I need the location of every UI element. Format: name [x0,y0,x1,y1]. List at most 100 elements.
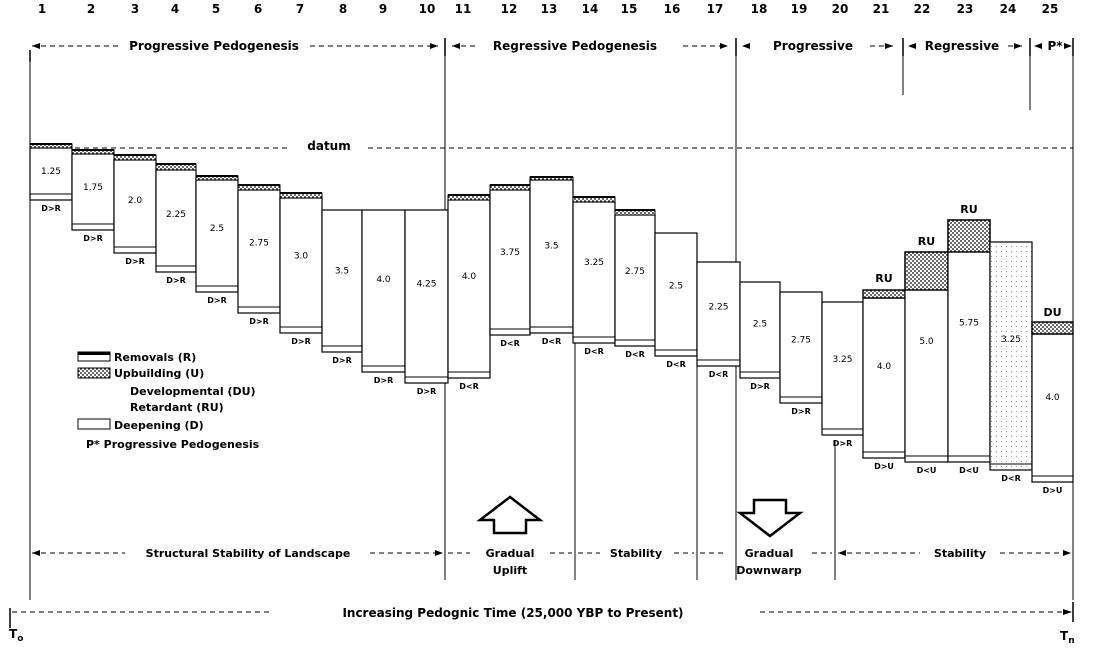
deepening-block [614,214,656,347]
depth-value: 3.0 [294,252,309,262]
relation-label: D<R [584,347,604,356]
soil-column: 4.25 D>R [404,209,449,396]
upbuilding-block [904,251,949,291]
depth-value: 3.5 [335,267,349,277]
depth-value: 2.5 [210,224,224,234]
legend-retardant-label: Retardant (RU) [130,401,224,414]
stage-number: 6 [254,2,262,16]
legend-upbuilding-label: Upbuilding (U) [114,367,204,380]
stability-label-2: Stability [934,547,986,560]
soil-column: 4.0 D<R [447,194,491,391]
time-start-label: To [9,627,23,644]
relation-label: D<R [500,339,520,348]
soil-columns: 1.25 D>R 1.75 D>R 2.0 D>R 2.25 D>R 2.5 D>R 2.75 D>R… [29,143,1074,495]
time-end-label: Tn [1060,629,1075,646]
deepening-block [29,147,73,201]
stage-number: 4 [171,2,179,16]
stage-number: 1 [38,2,46,16]
soil-column: 2.25 D>R [155,163,197,285]
deepening-block [321,209,363,353]
deepening-block [696,261,741,367]
phase-label-regressive-1: Regressive Pedogenesis [493,39,657,53]
soil-column: 3.5 D<R [529,176,574,346]
deepening-block [739,281,781,379]
depth-value: 1.25 [41,167,61,177]
soil-column: RU 5.75 D<U [947,203,991,475]
stage-number: 22 [914,2,931,16]
soil-column: 2.5 D>R [739,281,781,391]
landscape-row: Structural Stability of Landscape Gradua… [32,495,1071,577]
depth-value: 2.75 [625,267,645,277]
downwarp-arrow-icon [736,498,804,538]
deepening-block [862,297,906,459]
uplift-arrow-icon [476,495,544,535]
soil-column: 3.25 D<R [989,241,1033,483]
stage-number: 21 [873,2,890,16]
phase-header: Progressive Pedogenesis Regressive Pedog… [29,38,1074,62]
soil-column: 2.5 D>R [195,175,239,305]
depth-value: 2.0 [128,196,143,206]
depth-value: 2.25 [166,210,186,220]
upbuilding-label: RU [875,272,892,285]
deepening-block [529,179,574,334]
depth-value: 2.5 [753,319,767,329]
relation-label: D<R [1001,474,1021,483]
upbuilding-block [1031,321,1074,335]
deepening-block [654,232,698,357]
phase-label-progressive-2: Progressive [773,39,853,53]
stage-number: 24 [1000,2,1017,16]
legend-developmental-label: Developmental (DU) [130,385,256,398]
stage-numbers: 1 2 3 4 5 6 7 8 9 10 11 12 13 14 15 16 17 18 19 20 21 22 23 24 2… [38,2,1059,16]
datum-line: datum [30,139,1073,153]
depth-value: 4.0 [877,362,892,372]
soil-column: 3.0 D>R [279,192,323,346]
time-axis: Increasing Pedognic Time (25,000 YBP to … [9,602,1075,646]
deepening-block [195,179,239,293]
relation-label: D>R [791,407,811,416]
uplift-label-2: Uplift [493,564,527,577]
stage-number: 15 [621,2,638,16]
deepening-block [155,169,197,273]
legend-removals-label: Removals (R) [114,351,196,364]
deepening-block [489,189,531,336]
stage-number: 2 [87,2,95,16]
legend-deepening-label: Deepening (D) [114,419,204,432]
stage-number: 9 [379,2,387,16]
stage-number: 14 [582,2,599,16]
relation-label: D>R [207,296,227,305]
relation-label: D>R [166,276,186,285]
relation-label: D>R [374,376,394,385]
upbuilding-block [947,219,991,253]
deepening-block [279,197,323,334]
depth-value: 1.75 [83,183,103,193]
depth-value: 5.0 [919,337,934,347]
soil-column: 4.0 D>R [361,209,406,385]
stage-number: 23 [957,2,974,16]
stage-number: 17 [707,2,724,16]
relation-label: D<R [666,360,686,369]
depth-value: 4.25 [416,280,436,290]
deepening-block [989,241,1033,471]
deepening-block [113,159,157,254]
legend: Removals (R) Upbuilding (U) Developmenta… [77,351,260,451]
phase-label-progressive-1: Progressive Pedogenesis [129,39,299,53]
downwarp-label-2: Downwarp [736,564,802,577]
stage-number: 3 [131,2,139,16]
stability-label-1: Stability [610,547,662,560]
depth-value: 4.0 [462,272,477,282]
soil-column: 2.75 D<R [614,209,656,359]
deepening-block [947,219,991,463]
soil-column: 2.75 D>R [779,291,823,416]
stage-number: 25 [1042,2,1059,16]
soil-column: RU 4.0 D>U [862,272,906,471]
relation-label: D>R [291,337,311,346]
deepening-block [821,301,864,436]
stage-number: 13 [541,2,558,16]
soil-column: 2.5 D<R [654,232,698,369]
depth-value: 2.25 [708,303,728,313]
depth-value: 3.25 [832,355,852,365]
upbuilding-label: RU [918,235,935,248]
stage-number: 7 [296,2,304,16]
relation-label: D>R [417,387,437,396]
datum-label: datum [307,139,350,153]
